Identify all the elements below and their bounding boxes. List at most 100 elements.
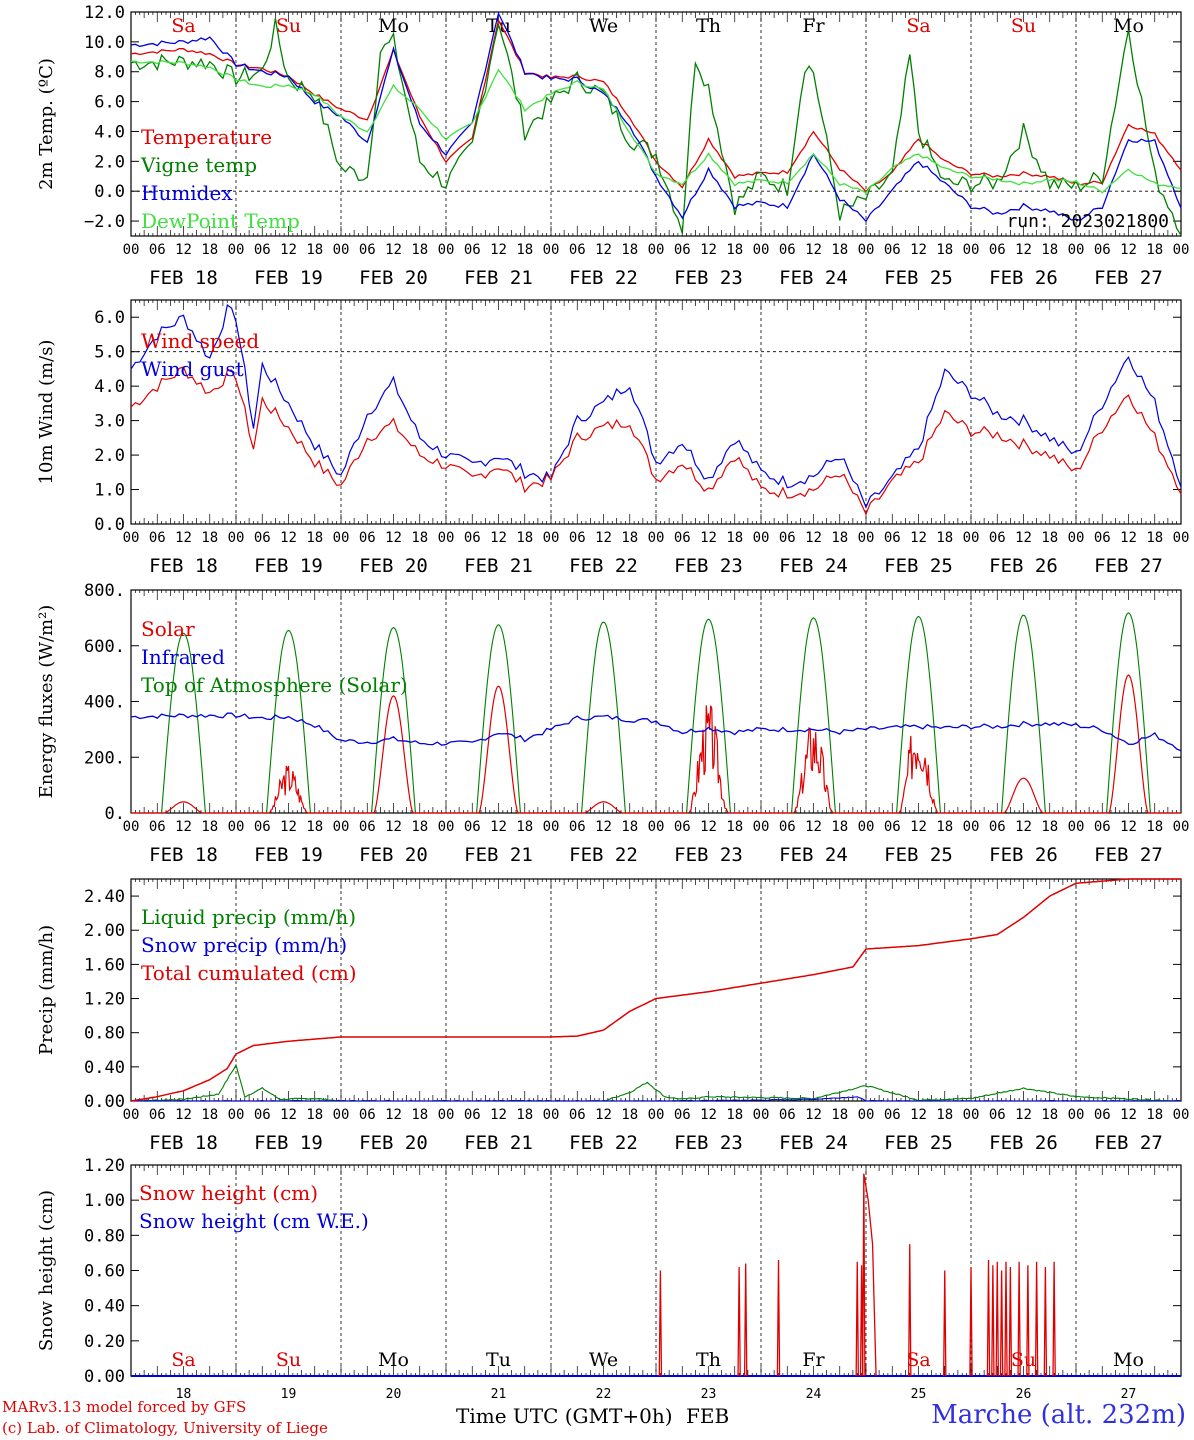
hour-tick-label: 18 [306, 1107, 323, 1123]
date-label: FEB 26 [989, 555, 1058, 577]
date-label: FEB 19 [254, 1132, 323, 1154]
snow-height-spike [1017, 1261, 1021, 1377]
hour-tick-label: 18 [1041, 1107, 1058, 1123]
hour-tick-label: 18 [621, 819, 638, 835]
station-name: Marche (alt. 232m) [931, 1400, 1186, 1430]
day-name-label: Sa [906, 15, 930, 37]
hour-tick-label: 00 [228, 242, 245, 258]
series-snow-precip [130, 1096, 1182, 1102]
date-label: FEB 21 [464, 844, 533, 866]
hour-tick-label: 18 [201, 242, 218, 258]
hour-tick-label: 00 [858, 242, 875, 258]
hour-tick-label: 18 [936, 530, 953, 546]
hour-tick-label: 00 [438, 1107, 455, 1123]
y-tick-label: 8.0 [94, 63, 125, 83]
date-label: FEB 19 [254, 844, 323, 866]
hour-tick-label: 18 [726, 819, 743, 835]
date-label: FEB 20 [359, 1132, 428, 1154]
day-name-label: Fr [802, 1349, 825, 1371]
hour-tick-label: 00 [1173, 530, 1190, 546]
day-name-label: Su [1011, 1349, 1036, 1371]
legend-entry: Vigne temp [140, 153, 257, 177]
hour-tick-label: 18 [621, 530, 638, 546]
snow-height-spike [999, 1270, 1004, 1377]
y-tick-label: 6.0 [94, 93, 125, 113]
hour-tick-label: 12 [385, 242, 402, 258]
hour-tick-label: 12 [385, 819, 402, 835]
day-name-label: Fr [802, 15, 825, 37]
legend-entry: Snow height (cm) [139, 1181, 318, 1205]
day-name-label: Mo [378, 1349, 409, 1371]
snow-height-decay [863, 1173, 877, 1377]
day-number-label: 22 [596, 1387, 612, 1402]
snow-height-spike [855, 1261, 859, 1377]
hour-tick-label: 18 [201, 1107, 218, 1123]
hour-tick-label: 18 [726, 242, 743, 258]
hour-tick-label: 00 [753, 530, 770, 546]
snow-height-spike [658, 1270, 663, 1377]
hour-tick-label: 00 [753, 819, 770, 835]
y-tick-label: 6.0 [94, 308, 125, 328]
day-name-label: Sa [171, 1349, 195, 1371]
hour-tick-label: 18 [306, 530, 323, 546]
hour-tick-label: 18 [936, 242, 953, 258]
hour-tick-label: 18 [1041, 530, 1058, 546]
snow-height-spike [743, 1263, 748, 1377]
hour-tick-label: 12 [805, 242, 822, 258]
hour-tick-label: 12 [280, 1107, 297, 1123]
hour-tick-label: 12 [700, 1107, 717, 1123]
credit-line-2: (c) Lab. of Climatology, University of L… [2, 1419, 328, 1437]
hour-tick-label: 00 [753, 242, 770, 258]
hour-tick-label: 06 [779, 819, 796, 835]
day-number-label: 25 [911, 1387, 927, 1402]
hour-tick-label: 18 [516, 242, 533, 258]
day-name-label: Tu [486, 1349, 511, 1371]
day-number-label: 26 [1016, 1387, 1032, 1402]
date-label: FEB 18 [149, 844, 218, 866]
snow-height-spike [862, 1173, 866, 1377]
y-axis-label: 10m Wind (m/s) [36, 340, 57, 485]
hour-tick-label: 18 [831, 1107, 848, 1123]
hour-tick-label: 06 [254, 1107, 271, 1123]
hour-tick-label: 18 [411, 530, 428, 546]
date-label: FEB 25 [884, 844, 953, 866]
y-tick-label: 600. [84, 637, 125, 657]
date-label: FEB 23 [674, 267, 743, 289]
hour-tick-label: 12 [595, 242, 612, 258]
hour-tick-label: 00 [333, 530, 350, 546]
hour-tick-label: 06 [989, 530, 1006, 546]
date-label: FEB 22 [569, 267, 638, 289]
day-name-label: Th [696, 1349, 721, 1371]
date-label: FEB 25 [884, 555, 953, 577]
series-total-cumulated [130, 878, 1181, 1102]
hour-tick-label: 06 [149, 819, 166, 835]
hour-tick-label: 06 [884, 819, 901, 835]
hour-tick-label: 18 [411, 1107, 428, 1123]
hour-tick-label: 12 [1015, 242, 1032, 258]
hour-tick-label: 18 [726, 530, 743, 546]
day-number-label: 20 [386, 1387, 402, 1402]
hour-tick-label: 00 [648, 819, 665, 835]
legend-entry: Infrared [141, 645, 225, 669]
hour-tick-label: 06 [674, 530, 691, 546]
series-temperature [130, 18, 1182, 193]
hour-tick-label: 00 [858, 819, 875, 835]
y-tick-label: 0.80 [84, 1024, 125, 1044]
day-name-label: Th [696, 15, 721, 37]
day-number-label: 27 [1121, 1387, 1137, 1402]
date-label: FEB 22 [569, 844, 638, 866]
series-infrared [130, 712, 1182, 752]
hour-tick-label: 00 [438, 819, 455, 835]
legend-entry: Snow precip (mm/h) [141, 933, 347, 957]
hour-tick-label: 18 [306, 242, 323, 258]
y-tick-label: 0.40 [84, 1058, 125, 1078]
hour-tick-label: 06 [1094, 819, 1111, 835]
hour-tick-label: 06 [989, 1107, 1006, 1123]
hour-tick-label: 00 [858, 530, 875, 546]
legend-entry: Wind speed [141, 329, 259, 353]
day-name-label: Su [276, 15, 301, 37]
hour-tick-label: 06 [1094, 242, 1111, 258]
y-axis-label: Snow height (cm) [36, 1190, 57, 1351]
day-number-label: 21 [491, 1387, 507, 1402]
date-label: FEB 23 [674, 555, 743, 577]
